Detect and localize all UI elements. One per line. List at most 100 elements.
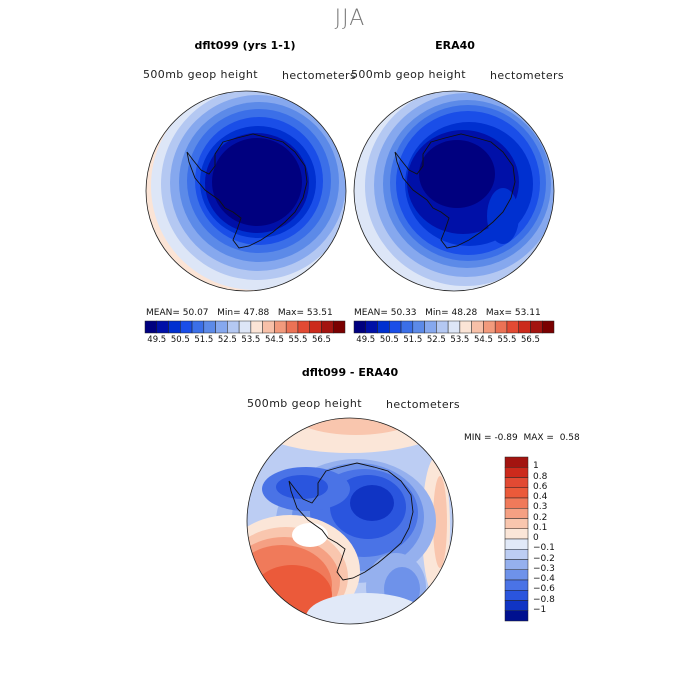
panel-1-colorbar-swatch xyxy=(180,320,193,334)
panel-2-colorbar-tick-label: 52.5 xyxy=(426,335,446,345)
diff-colorbar-swatch xyxy=(504,610,529,622)
panel-1-colorbar-swatch xyxy=(238,320,252,334)
panel-2-map xyxy=(353,90,555,292)
panel-1-colorbar-swatch xyxy=(227,320,240,334)
panel-2-colorbar-swatch xyxy=(447,320,461,334)
panel-1-colorbar-tick-label: 55.5 xyxy=(288,335,308,345)
diff-field-label: 500mb geop height xyxy=(247,397,363,410)
panel-1-colorbar-swatch xyxy=(274,320,287,334)
panel-1-stats: MEAN= 50.07 Min= 47.88 Max= 53.51 xyxy=(146,308,333,318)
panel-2-min-value: 48.28 xyxy=(451,308,478,318)
diff-colorbar-tick-label: 0.1 xyxy=(533,522,548,533)
diff-colorbar-tick-label: −0.2 xyxy=(533,553,555,564)
panel-1-colorbar-tick-label: 54.5 xyxy=(264,335,284,345)
panel-1-colorbar-tick-label: 53.5 xyxy=(241,335,261,345)
panel-2-colorbar-swatch xyxy=(530,320,543,334)
diff-min-label: MIN = xyxy=(464,433,492,443)
panel-2-colorbar-swatch xyxy=(412,320,425,334)
panel-1-min-label: Min= xyxy=(217,308,241,318)
panel-2-colorbar-swatch xyxy=(459,320,472,334)
panel-1-colorbar-swatch xyxy=(250,320,263,334)
panel-2-colorbar-swatch xyxy=(389,320,402,334)
diff-colorbar-swatch xyxy=(504,508,529,519)
panel-2-colorbar-swatch xyxy=(506,320,519,334)
panel-1-mean-label: MEAN= xyxy=(146,308,180,318)
panel-1-field-label: 500mb geop height xyxy=(143,68,259,81)
panel-1-title: dflt099 (yrs 1-1) xyxy=(194,39,296,52)
panel-1-colorbar-tick-label: 50.5 xyxy=(170,335,190,345)
panel-2-max-label: Max= xyxy=(485,308,513,318)
panel-1-colorbar-swatch xyxy=(262,320,275,334)
diff-min-value: -0.89 xyxy=(494,433,518,443)
diff-colorbar-tick-label: 0.2 xyxy=(533,512,548,523)
panel-2-colorbar-swatch xyxy=(541,320,555,334)
panel-2-max-value: 53.11 xyxy=(514,308,541,318)
panel-1-colorbar-swatch xyxy=(191,320,205,334)
diff-colorbar-swatch xyxy=(504,549,529,560)
panel-1-colorbar-tick-label: 49.5 xyxy=(147,335,167,345)
panel-2-colorbar-swatch xyxy=(471,320,484,334)
diff-colorbar-swatch xyxy=(504,590,529,601)
panel-2-colorbar-tick-label: 54.5 xyxy=(473,335,493,345)
diff-colorbar-tick-label: −1 xyxy=(533,604,547,615)
panel-2-colorbar-swatch xyxy=(494,320,508,334)
panel-1-map xyxy=(145,90,347,292)
panel-1-colorbar-swatch xyxy=(321,320,334,334)
panel-2-mean-label: MEAN= xyxy=(354,308,388,318)
panel-1-max-label: Max= xyxy=(277,308,305,318)
panel-1-colorbar-swatch xyxy=(332,320,346,334)
panel-1-min-value: 47.88 xyxy=(243,308,270,318)
panel-2-colorbar-tick-label: 55.5 xyxy=(497,335,517,345)
panel-1-colorbar-swatch xyxy=(203,320,216,334)
diff-colorbar-swatch xyxy=(504,600,529,611)
diff-stats: MIN = -0.89 MAX = 0.58 xyxy=(464,433,580,443)
diff-colorbar-swatch xyxy=(504,456,529,468)
diff-colorbar-swatch xyxy=(504,528,529,540)
diff-colorbar-swatch xyxy=(504,559,529,570)
panel-2-colorbar-tick-label: 49.5 xyxy=(356,335,376,345)
panel-1-colorbar-swatch xyxy=(309,320,322,334)
panel-2-colorbar-tick-label: 53.5 xyxy=(450,335,470,345)
diff-colorbar-tick-label: 0.8 xyxy=(533,471,548,482)
diff-colorbar-swatch xyxy=(504,467,529,478)
diff-colorbar-swatch xyxy=(504,518,529,529)
panel-1-colorbar-tick-label: 52.5 xyxy=(217,335,237,345)
panel-1-colorbar-swatch xyxy=(144,320,158,334)
diff-colorbar-tick-label: −0.8 xyxy=(533,594,555,605)
diff-colorbar-tick-label: 0.6 xyxy=(533,481,548,492)
panel-2-colorbar-tick-label: 50.5 xyxy=(379,335,399,345)
diff-colorbar-swatch xyxy=(504,569,529,581)
diff-colorbar-swatch xyxy=(504,477,529,488)
panel-2-title: ERA40 xyxy=(435,39,475,52)
panel-2-colorbar xyxy=(353,320,555,334)
panel-2-units-label: hectometers xyxy=(490,69,565,82)
panel-2-colorbar-tick-label: 56.5 xyxy=(521,335,540,345)
diff-colorbar-tick-label: 1 xyxy=(533,461,539,472)
diff-colorbar-tick-label: 0 xyxy=(533,533,539,543)
diff-colorbar-tick-label: 0.4 xyxy=(533,492,548,502)
panel-2-colorbar-swatch xyxy=(353,320,367,334)
diff-colorbar-swatch xyxy=(504,497,529,509)
panel-2-colorbar-tick-label: 51.5 xyxy=(403,335,423,345)
panel-2-colorbar-swatch xyxy=(365,320,378,334)
panel-2-min-label: Min= xyxy=(425,308,449,318)
figure-title: JJA xyxy=(334,6,366,31)
diff-panel-title: dflt099 - ERA40 xyxy=(301,366,399,379)
diff-colorbar xyxy=(504,456,529,622)
diff-units-label: hectometers xyxy=(386,398,461,411)
panel-2-colorbar-swatch xyxy=(424,320,437,334)
panel-1-colorbar-swatch xyxy=(156,320,169,334)
panel-1-max-value: 53.51 xyxy=(306,308,333,318)
diff-colorbar-tick-label: −0.1 xyxy=(533,543,555,554)
panel-2-colorbar-swatch xyxy=(400,320,414,334)
diff-colorbar-swatch xyxy=(504,579,529,591)
panel-1-colorbar-tick-label: 56.5 xyxy=(312,335,331,345)
panel-1-colorbar-swatch xyxy=(285,320,299,334)
diff-map xyxy=(246,417,454,625)
panel-2-field-label: 500mb geop height xyxy=(351,68,467,81)
diff-colorbar-tick-label: −0.4 xyxy=(533,574,555,584)
panel-1-colorbar-swatch xyxy=(215,320,228,334)
diff-colorbar-tick-label: −0.3 xyxy=(533,563,555,574)
panel-2-stats: MEAN= 50.33 Min= 48.28 Max= 53.11 xyxy=(354,308,541,318)
panel-1-colorbar-swatch xyxy=(168,320,181,334)
